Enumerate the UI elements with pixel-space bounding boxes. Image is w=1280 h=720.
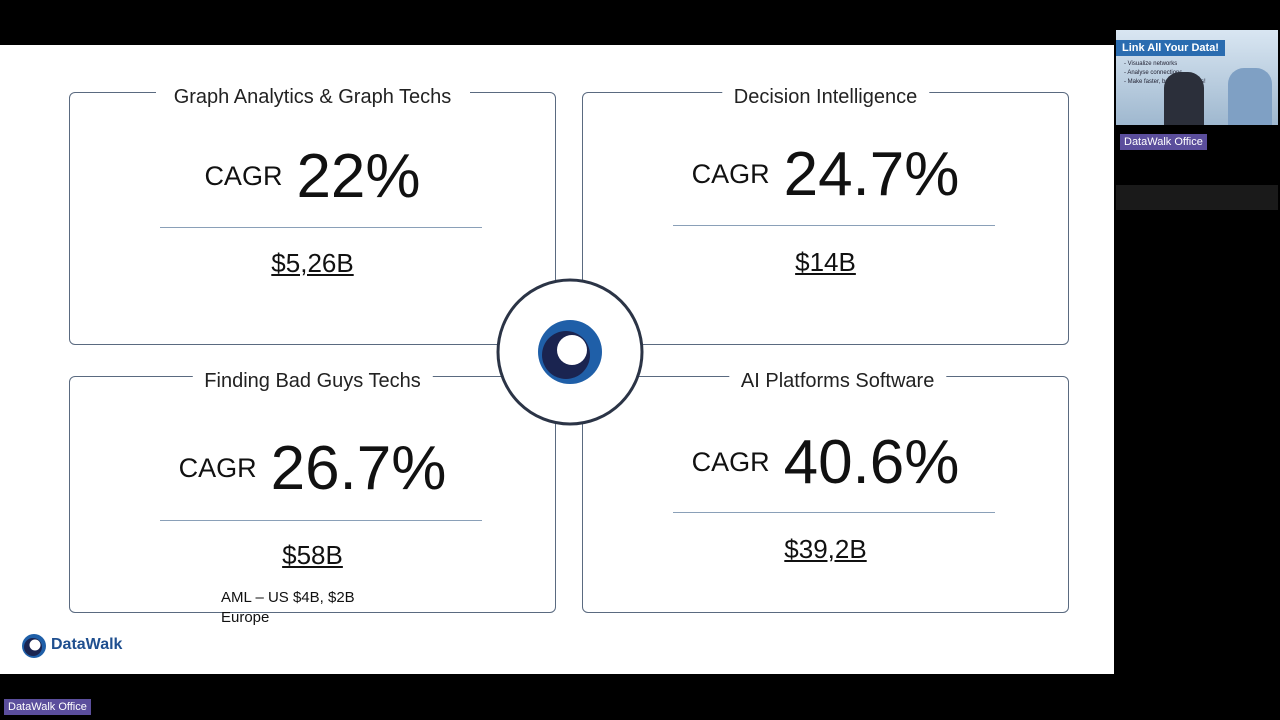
cagr-label: CAGR <box>204 161 283 191</box>
quadrant-title: Decision Intelligence <box>721 85 930 110</box>
person <box>1228 68 1272 125</box>
footer-label: DataWalk Office <box>4 699 91 715</box>
cagr-row: CAGR 26.7% <box>70 433 555 504</box>
note: AML – US $4B, $2B Europe <box>221 589 355 626</box>
video-strip <box>1116 185 1278 210</box>
divider <box>673 225 995 226</box>
quadrant-title: AI Platforms Software <box>728 369 947 394</box>
market-size: $58B <box>282 540 343 570</box>
person <box>1164 72 1204 125</box>
thumbnail-title: Link All Your Data! <box>1116 40 1225 56</box>
cagr-label: CAGR <box>691 159 770 189</box>
quadrant: AI Platforms Software CAGR 40.6% $39,2B <box>582 369 1069 613</box>
cagr-label: CAGR <box>691 447 770 477</box>
cagr-value: 22% <box>296 142 421 211</box>
slide: Graph Analytics & Graph Techs CAGR 22% $5… <box>0 45 1114 674</box>
cagr-row: CAGR 24.7% <box>583 139 1068 210</box>
quadrant: Decision Intelligence CAGR 24.7% $14B <box>582 85 1069 345</box>
video-thumbnail: Link All Your Data! - Visualize networks… <box>1116 30 1278 125</box>
cagr-row: CAGR 22% <box>70 141 555 212</box>
quadrant: Graph Analytics & Graph Techs CAGR 22% $5… <box>69 85 556 345</box>
divider <box>160 520 482 521</box>
divider <box>160 227 482 228</box>
market-size: $14B <box>795 247 856 277</box>
market-size: $5,26B <box>271 248 354 278</box>
brand-icon <box>22 634 46 658</box>
participant-label: DataWalk Office <box>1120 134 1207 150</box>
brand-name: DataWalk <box>51 636 123 653</box>
bullet: - Analyse connections <box>1124 70 1183 76</box>
cagr-row: CAGR 40.6% <box>583 427 1068 498</box>
cagr-value: 40.6% <box>783 428 960 497</box>
cagr-label: CAGR <box>178 453 257 483</box>
center-logo <box>496 278 644 426</box>
cagr-value: 26.7% <box>270 434 447 503</box>
market-size: $39,2B <box>784 534 867 564</box>
quadrant-title: Graph Analytics & Graph Techs <box>155 85 470 110</box>
quadrant-title: Finding Bad Guys Techs <box>192 369 433 394</box>
bullet: - Visualize networks <box>1124 61 1178 67</box>
quadrant: Finding Bad Guys Techs CAGR 26.7% $58B AM… <box>69 369 556 626</box>
cagr-value: 24.7% <box>783 140 960 209</box>
divider <box>673 512 995 513</box>
